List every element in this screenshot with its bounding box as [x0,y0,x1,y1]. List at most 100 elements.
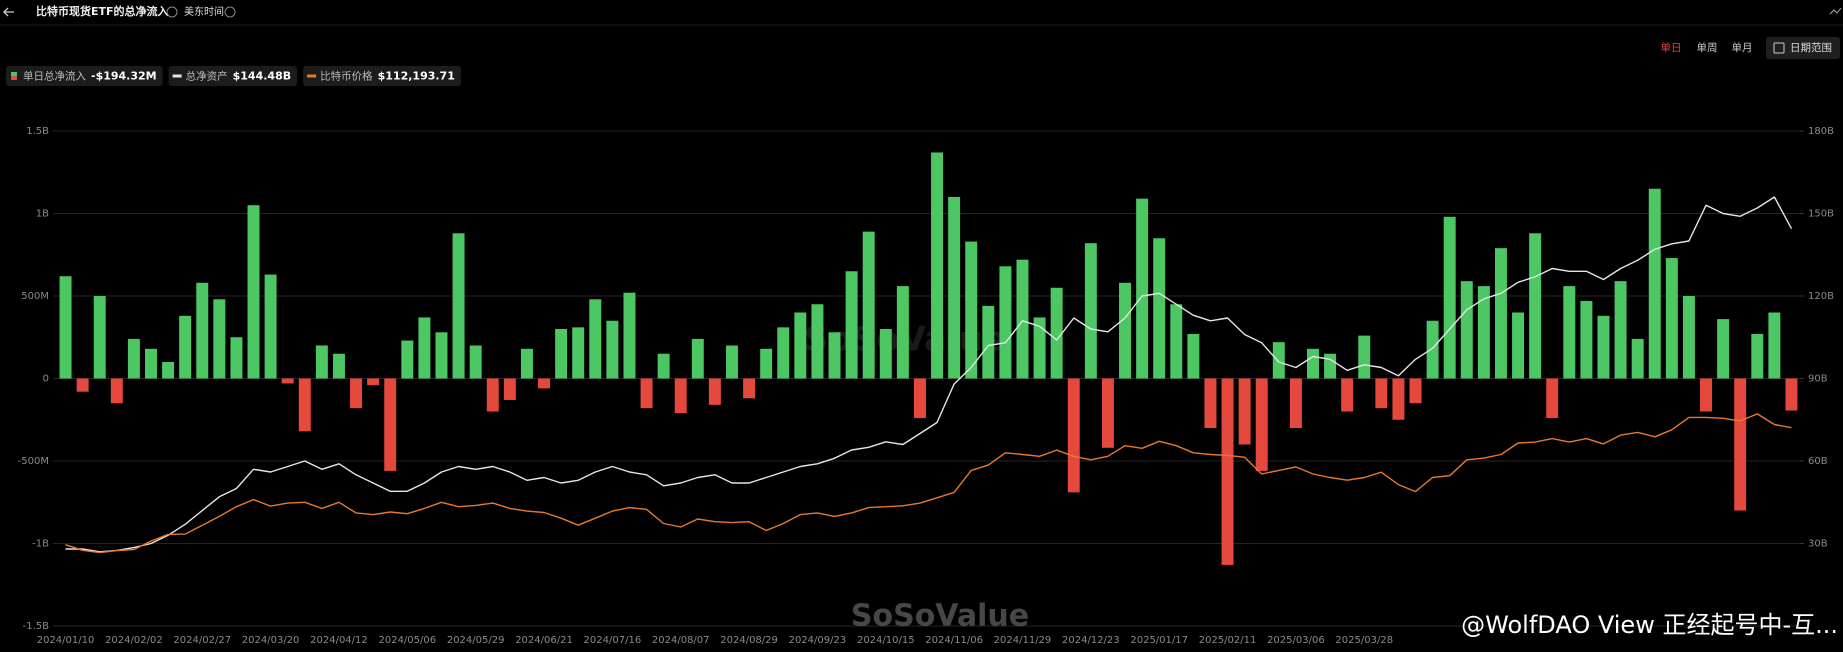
bar [1494,248,1507,379]
bar [1238,378,1251,445]
bar [657,353,670,379]
y-tick-label: -1.5B [23,621,50,632]
period-button[interactable]: 单月 [1732,42,1753,54]
bar [59,276,72,379]
bar [913,378,926,419]
legend-value: -$194.32M [91,70,157,83]
legend-swatch [307,74,317,78]
legend-swatch [172,74,182,78]
info-icon[interactable] [166,6,178,18]
bar [127,338,140,379]
bar [298,378,311,432]
bar [1221,378,1234,565]
legend-item: 总净资产 $144.48B [168,66,298,86]
bar [538,378,550,389]
calendar-icon [1773,42,1785,54]
bar [1631,338,1644,379]
y2-tick-label: 90B [1808,374,1828,385]
bar [332,353,345,379]
legend-value: $144.48B [233,70,292,83]
y-tick-label: -1B [32,539,49,550]
x-tick-label: 2024/11/29 [994,635,1052,646]
x-tick-label: 2024/04/12 [310,635,368,646]
back-icon[interactable] [3,7,14,17]
bar [879,329,892,379]
bar [1307,348,1319,379]
bar [1700,378,1712,412]
bar [743,378,756,399]
y2-tick-label: 30B [1808,539,1828,550]
legend-chip [303,66,461,86]
bar [999,266,1012,379]
y2-tick-label: 150B [1808,209,1834,220]
bar [520,348,533,379]
x-tick-label: 2024/12/23 [1062,635,1120,646]
bar [264,274,277,379]
date-range-label[interactable]: 日期范围 [1790,41,1832,54]
bar [1170,304,1183,379]
bar [486,378,499,412]
bar [384,378,397,471]
x-tick-label: 2024/05/06 [378,635,436,646]
bar [1443,216,1456,379]
bar [674,378,687,414]
bar [1785,378,1798,411]
bar [1563,286,1576,379]
bar [1050,287,1063,379]
bar [1033,317,1046,379]
bar [1409,378,1422,404]
bar [828,332,841,379]
bar [503,378,516,400]
bar [281,378,294,384]
bar [452,233,465,379]
y-tick-label: 1B [36,209,49,220]
x-tick-label: 2025/03/28 [1335,635,1393,646]
bar [230,337,243,379]
title: 比特币现货ETF的总净流入 [36,4,169,18]
date-range-button[interactable] [1766,37,1840,59]
bar [350,378,363,409]
bar [1580,300,1593,379]
x-tick-label: 2024/05/29 [447,635,505,646]
bar [1546,378,1559,419]
x-tick-label: 2025/02/11 [1199,635,1257,646]
bar [1426,320,1439,379]
x-tick-label: 2024/01/10 [37,635,95,646]
legend-label: 单日总净流入 [23,70,86,83]
chart-icon[interactable] [1829,7,1842,15]
y2-tick-label: 120B [1808,291,1834,302]
legend-value: $112,193.71 [378,70,455,83]
info-icon[interactable] [224,6,236,18]
bar [1341,378,1354,412]
bar [1358,335,1371,379]
bar [708,378,721,405]
bar [1460,281,1473,379]
y2-tick-label: 180B [1808,126,1834,137]
bar [1597,315,1610,379]
bar [691,338,704,379]
x-tick-label: 2024/10/15 [857,635,915,646]
x-tick-label: 2024/02/02 [105,635,163,646]
bar [1187,333,1200,379]
bar [418,317,431,379]
legend-swatch [11,72,17,76]
bar [1289,378,1302,428]
bar [760,348,773,379]
bar [1375,378,1388,409]
y2-tick-label: 60B [1808,456,1828,467]
bar [1751,333,1764,379]
bar [726,345,738,379]
period-button[interactable]: 单周 [1697,42,1718,54]
bar [162,362,175,379]
bar [555,329,568,379]
period-button[interactable]: 单日 [1661,42,1682,54]
bar [247,205,260,379]
bar [965,241,978,379]
x-tick-label: 2025/01/17 [1130,635,1188,646]
bar [931,152,944,379]
x-tick-label: 2024/02/27 [173,635,231,646]
legend: 单日总净流入 -$194.32M 总净资产 $144.48B 比特币价格 $112,193… [6,66,461,86]
bar [794,312,807,379]
bar [315,345,328,379]
